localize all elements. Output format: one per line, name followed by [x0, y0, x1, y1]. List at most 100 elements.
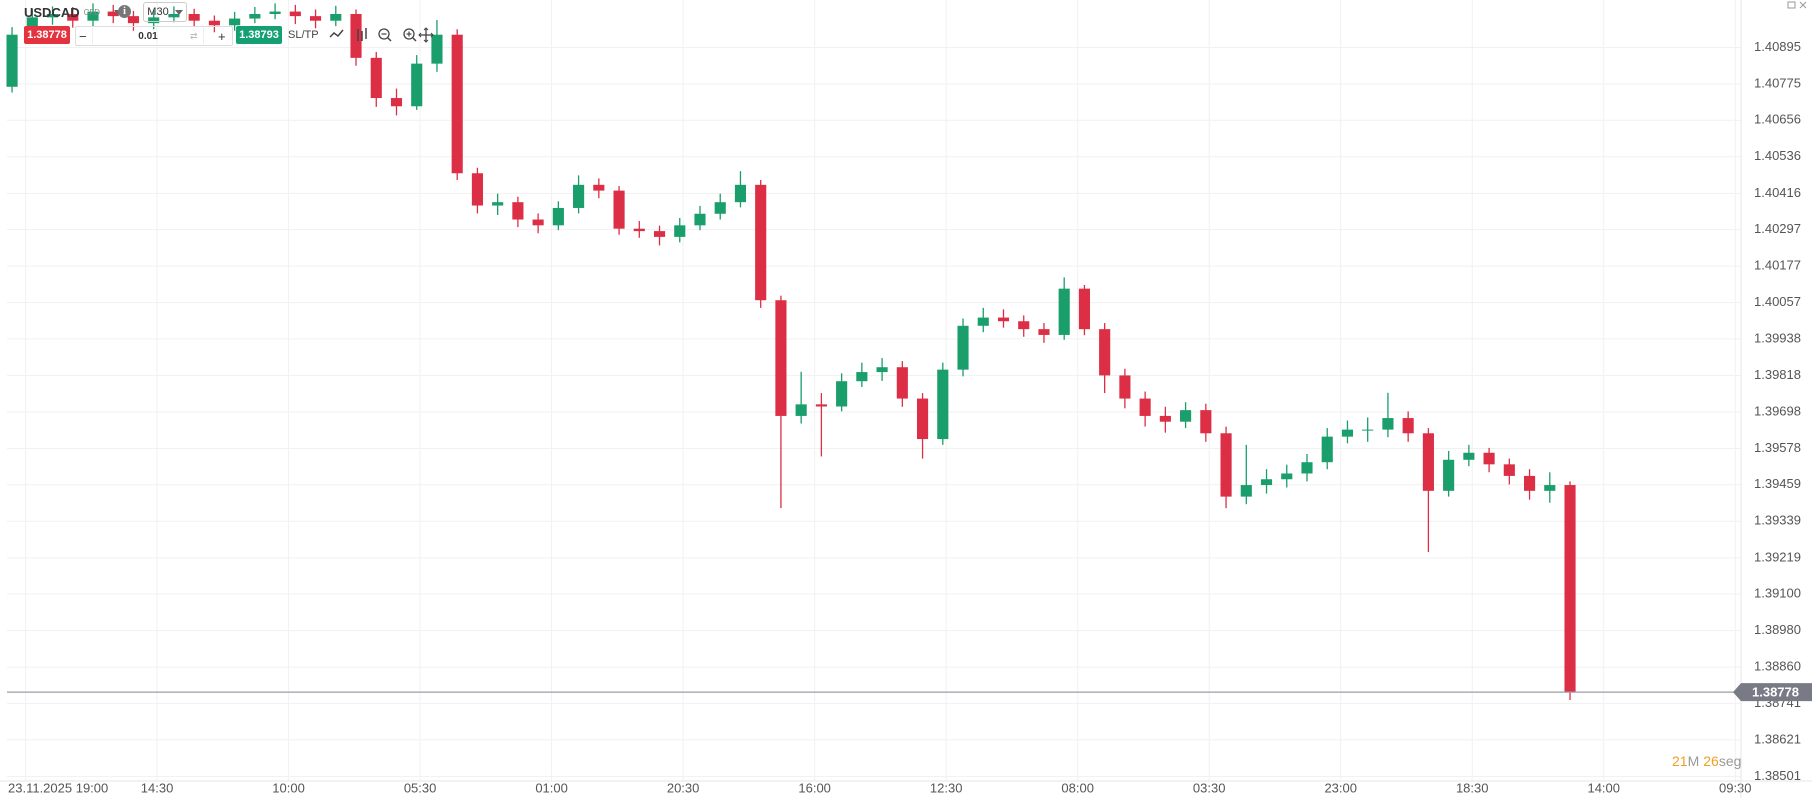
y-tick-label: 1.39818	[1754, 367, 1801, 382]
candle-body	[694, 213, 706, 226]
indicators-icon[interactable]	[357, 28, 367, 41]
candle-body	[1180, 410, 1192, 422]
countdown-minutes-unit: M	[1687, 753, 1700, 769]
candle-body	[87, 11, 99, 21]
x-tick-label: 16:00	[798, 780, 831, 795]
countdown-seconds: 26	[1703, 753, 1719, 769]
y-tick-label: 1.40895	[1754, 39, 1801, 54]
y-tick-label: 1.38980	[1754, 622, 1801, 637]
grid	[7, 0, 1741, 781]
x-tick-label: 12:30	[930, 780, 963, 795]
candle-body	[775, 300, 787, 416]
candle-body	[1240, 485, 1252, 497]
x-tick-label: 23:00	[1324, 780, 1357, 795]
y-tick-label: 1.38501	[1754, 768, 1801, 783]
candle-body	[1018, 321, 1030, 330]
candle-body	[1159, 415, 1171, 422]
candle-body	[390, 98, 403, 107]
buy-button[interactable]: 1.38793	[236, 26, 282, 44]
x-tick-label: 10:00	[272, 780, 305, 795]
candle-body	[309, 16, 322, 21]
candle-body	[1119, 375, 1131, 399]
buy-price: 1.38793	[239, 29, 279, 41]
candle-body	[107, 11, 119, 17]
close-button[interactable]	[1799, 1, 1807, 9]
symbol-selector[interactable]: USDCAD CFD	[24, 3, 123, 21]
candle-body	[977, 317, 989, 326]
sell-button[interactable]: 1.38778	[24, 26, 70, 44]
candle-body	[67, 14, 79, 21]
restore-button[interactable]	[1787, 1, 1796, 9]
candle-body	[46, 14, 59, 18]
x-tick-label: 01:00	[535, 780, 568, 795]
candle-body	[289, 11, 301, 17]
volume-input[interactable]: 0.01	[92, 28, 204, 44]
candle-body	[492, 202, 504, 206]
candle-body	[755, 184, 767, 301]
y-tick-label: 1.38621	[1754, 731, 1801, 746]
candle-body	[876, 367, 888, 373]
y-tick-label: 1.40057	[1754, 294, 1801, 309]
y-tick-label: 1.38860	[1754, 659, 1801, 674]
candle-body	[836, 381, 848, 407]
candle-body	[1362, 429, 1374, 431]
candle-body	[1220, 433, 1232, 497]
candle-body	[1463, 452, 1475, 460]
dropdown-arrow	[174, 9, 183, 15]
last-price-label: 1.38778	[1752, 685, 1799, 700]
candle-body	[1523, 475, 1536, 491]
candle-body	[350, 14, 362, 58]
candle-body	[1544, 485, 1556, 491]
candle-body	[714, 202, 726, 214]
candle-body	[1281, 473, 1293, 480]
sltp-button[interactable]: SL/TP	[288, 26, 319, 44]
volume-decrease[interactable]: −	[79, 28, 87, 44]
candle-body	[1443, 459, 1455, 491]
candle-body	[188, 14, 200, 21]
candle-body	[127, 16, 140, 24]
y-tick-label: 1.39698	[1754, 403, 1801, 418]
y-tick-label: 1.39219	[1754, 549, 1801, 564]
zoom-in-icon[interactable]	[403, 28, 417, 42]
candle-body	[229, 18, 241, 26]
candle-body	[1341, 429, 1354, 437]
y-tick-label: 1.39339	[1754, 513, 1801, 528]
candle-body	[532, 219, 544, 226]
candle-body	[1402, 418, 1414, 434]
candle-body	[674, 225, 686, 237]
candle-body	[1301, 462, 1313, 474]
candle-body	[613, 190, 625, 229]
candle-body	[208, 20, 220, 26]
info-icon[interactable]: i	[118, 5, 131, 18]
x-tick-label: 18:30	[1456, 780, 1489, 795]
timeframe-selector[interactable]: M30	[143, 2, 187, 22]
candle-body	[734, 184, 747, 203]
candle-body	[1058, 288, 1070, 335]
volume-increase[interactable]: +	[218, 28, 226, 44]
candle-body	[1503, 464, 1515, 476]
zoom-out-icon[interactable]	[378, 28, 392, 42]
y-tick-label: 1.40775	[1754, 75, 1801, 90]
candle-body	[1422, 433, 1434, 491]
candle-body	[168, 14, 180, 18]
line-type-icon[interactable]	[329, 29, 344, 38]
countdown-seconds-unit: seg	[1718, 753, 1742, 769]
candle-body	[573, 184, 585, 208]
candle-body	[1078, 288, 1090, 330]
candle-body	[896, 367, 908, 399]
candle-body	[1564, 485, 1576, 693]
y-tick-label: 1.39578	[1754, 440, 1801, 455]
candle-body	[815, 404, 827, 407]
candle-body	[1382, 418, 1394, 430]
x-tick-label: 14:30	[141, 780, 174, 795]
y-tick-label: 1.39459	[1754, 476, 1801, 491]
last-price-tag	[1733, 683, 1812, 702]
candle-body	[512, 202, 524, 220]
instrument-type: CFD	[83, 7, 101, 17]
sell-price: 1.38778	[27, 29, 67, 41]
candle-body	[937, 369, 949, 440]
pan-icon[interactable]	[418, 27, 434, 43]
x-tick-label: 08:00	[1061, 780, 1094, 795]
